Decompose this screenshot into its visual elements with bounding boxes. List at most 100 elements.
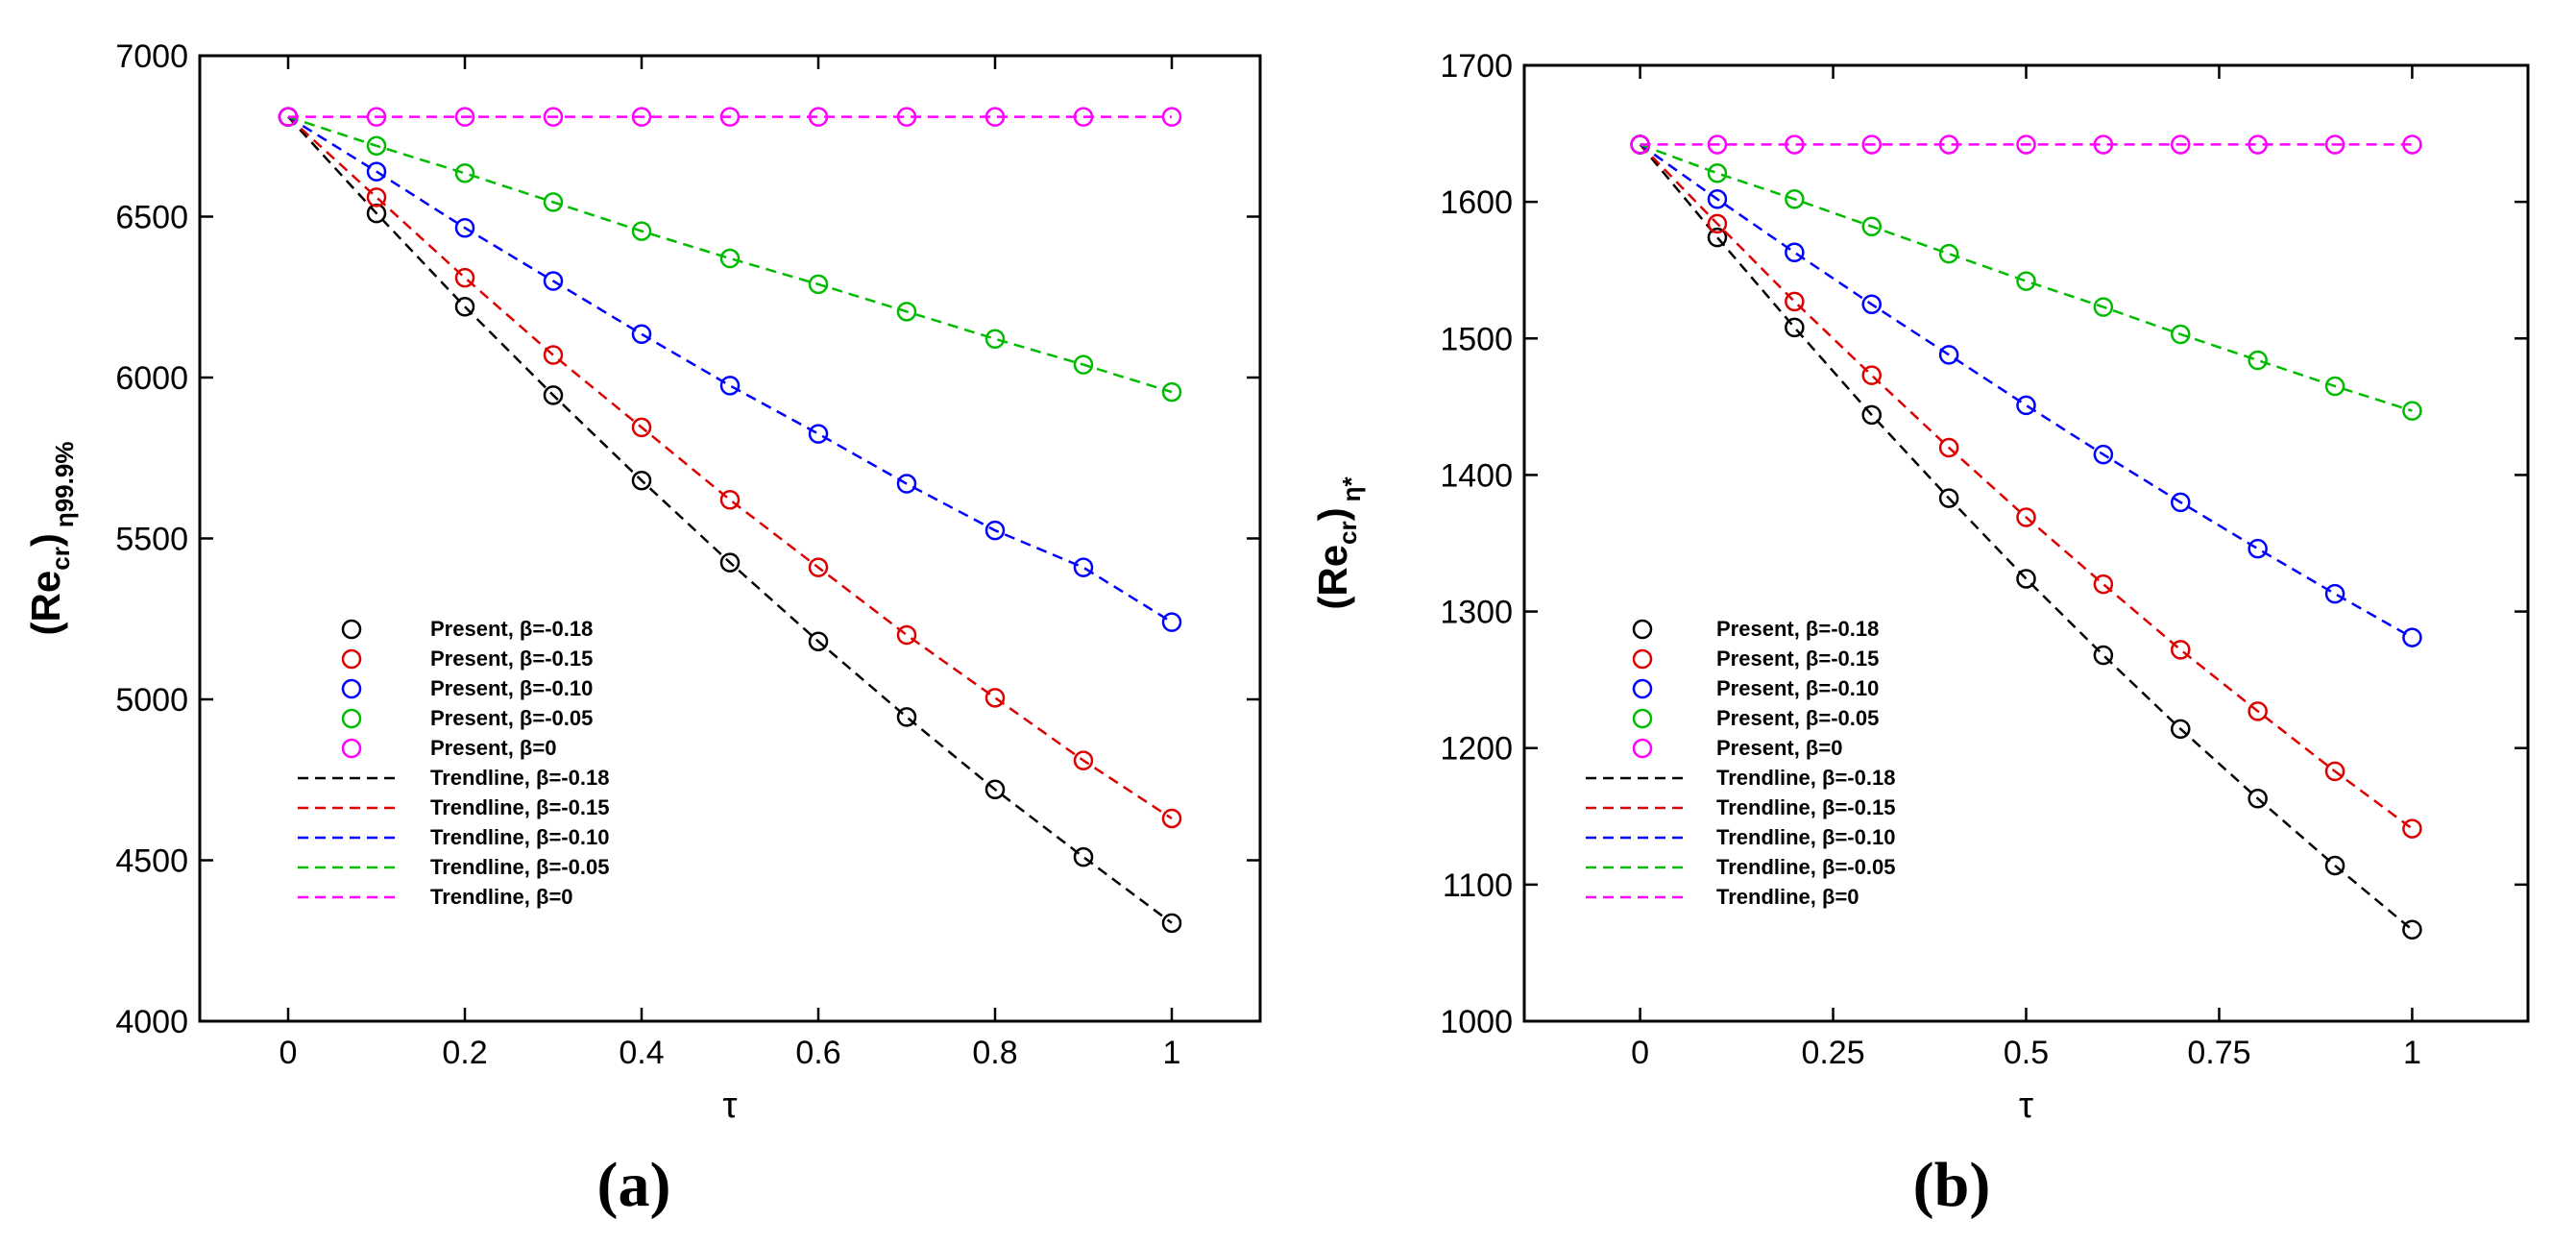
y-tick-label: 1500 [1440,321,1513,357]
chart-panel-a: 4000 4500 5000 5500 6000 6500 7000 0 0.2 0.4 0.6 0.… [23,38,1262,1220]
data-point [543,271,564,291]
legend-marker [1632,619,1653,640]
data-point [2016,507,2036,527]
data-point [719,376,741,396]
y-tick-label: 6500 [115,200,188,236]
y-axis-title-sub: cr [46,547,75,571]
x-tick-label: 0.8 [972,1035,1017,1071]
data-point [631,470,652,491]
legend-label: Trendline, β=-0.05 [430,855,609,879]
legend-marker [1632,738,1653,759]
data-point [808,557,829,577]
y-tick-label: 6000 [115,360,188,397]
x-tick-label: 0.6 [795,1035,840,1071]
plot-frame [198,54,1262,1023]
data-point [2016,134,2036,155]
data-point [2402,134,2422,155]
data-point [543,345,564,365]
data-point [1785,242,1805,262]
data-point [2171,324,2191,345]
trendline-series-1 [1639,143,2414,830]
legend-label: Present, β=-0.15 [1716,647,1879,671]
trendline-series-3 [1640,143,2413,412]
data-point [1073,750,1094,770]
legend-label: Present, β=-0.18 [1716,617,1879,641]
data-point [1161,381,1182,403]
data-point [454,267,475,288]
data-point [631,324,652,345]
y-axis-title-close: ) [23,533,68,547]
data-point [2248,134,2268,155]
data-point [631,107,652,127]
data-point [631,417,652,438]
data-point [2171,134,2191,155]
legend-label: Trendline, β=-0.10 [1716,825,1895,849]
data-point [2093,574,2114,595]
data-point [719,552,741,573]
legend-marker [1632,708,1653,729]
data-point [1161,107,1182,127]
data-point [1938,488,1959,508]
data-point [2402,401,2422,421]
trendline-series-2 [1639,143,2414,639]
data-point [719,107,741,127]
data-point [2324,134,2345,155]
y-tick-label: 1400 [1440,457,1513,494]
y-tick-label: 5000 [115,682,188,719]
y-tick-label: 4500 [115,843,188,880]
data-point [808,631,829,651]
y-axis-title-subscript: η99.9% [50,442,79,528]
data-point [984,779,1006,800]
y-axis-title-main: (Re [1310,545,1355,610]
legend-label: Trendline, β=0 [1716,885,1859,909]
x-tick-label: 0 [1631,1035,1649,1071]
data-point [2016,395,2036,416]
data-point [2016,569,2036,589]
data-point [896,302,917,322]
data-point [1938,134,1959,155]
data-point [719,490,741,510]
data-point [2324,376,2345,397]
y-axis-title-sub: cr [1333,521,1362,545]
y-tick-label: 7000 [115,38,188,75]
data-point [2093,297,2114,317]
x-tick-label: 0.4 [619,1035,664,1071]
data-point [2402,919,2422,940]
data-point [1707,163,1728,183]
data-point [2248,789,2268,809]
data-point [808,424,829,444]
data-point [1707,213,1728,234]
data-point [2324,761,2345,782]
data-point [454,217,475,238]
data-point [1861,216,1882,236]
data-point [1938,243,1959,264]
panel-label: (a) [597,1150,671,1220]
data-point [1785,134,1805,155]
data-point [1161,612,1182,632]
legend-label: Present, β=-0.10 [430,676,593,700]
data-point [1785,189,1805,209]
data-point [896,624,917,646]
data-point [631,221,652,241]
data-point [1861,294,1882,314]
y-tick-label: 4000 [115,1004,188,1040]
y-tick-label: 1300 [1440,595,1513,631]
data-point [543,385,564,405]
data-point [543,107,564,127]
data-point [2248,350,2268,371]
legend: Present, β=-0.18 Present, β=-0.15 Present,… [1586,617,1895,909]
data-point [2093,134,2114,155]
data-point [984,107,1006,127]
data-point [984,520,1006,541]
data-point [2171,640,2191,660]
x-tick-label: 0.5 [2004,1035,2049,1071]
data-point [1161,808,1182,829]
y-tick-label: 1700 [1440,48,1513,85]
data-point [2093,645,2114,666]
trendline-series-1 [287,115,1173,820]
data-point [2171,492,2191,513]
legend-label: Present, β=-0.05 [1716,706,1879,730]
data-point [2402,818,2422,839]
x-axis-title: τ [722,1086,737,1126]
y-tick-label: 5500 [115,522,188,558]
